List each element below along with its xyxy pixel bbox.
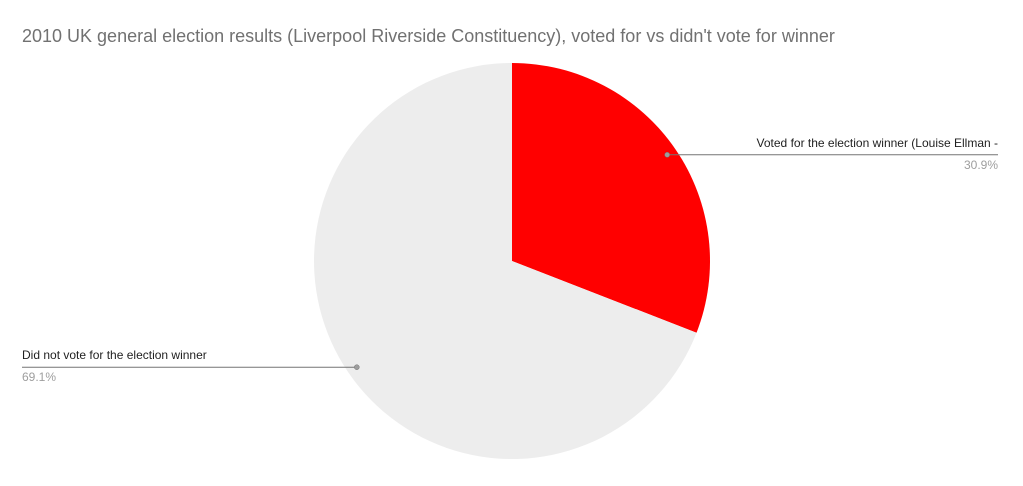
pie-slice-0[interactable]: [512, 63, 710, 333]
callout-dot: [664, 152, 670, 158]
pie-slice-label-did-not-vote: Did not vote for the election winner: [22, 348, 207, 362]
pie-callout-voted: Voted for the election winner (Louise El…: [757, 136, 998, 172]
chart-title: 2010 UK general election results (Liverp…: [22, 26, 835, 46]
pie-slice-percentage-voted: 30.9%: [963, 158, 998, 172]
callout-dot: [354, 364, 360, 370]
pie-callout-did-not-vote: Did not vote for the election winner 69.…: [22, 348, 207, 384]
pie-slice-label-voted: Voted for the election winner (Louise El…: [756, 136, 998, 150]
pie-slice-percentage-did-not-vote: 69.1%: [22, 370, 57, 384]
pie-slice-1[interactable]: [313, 63, 697, 460]
